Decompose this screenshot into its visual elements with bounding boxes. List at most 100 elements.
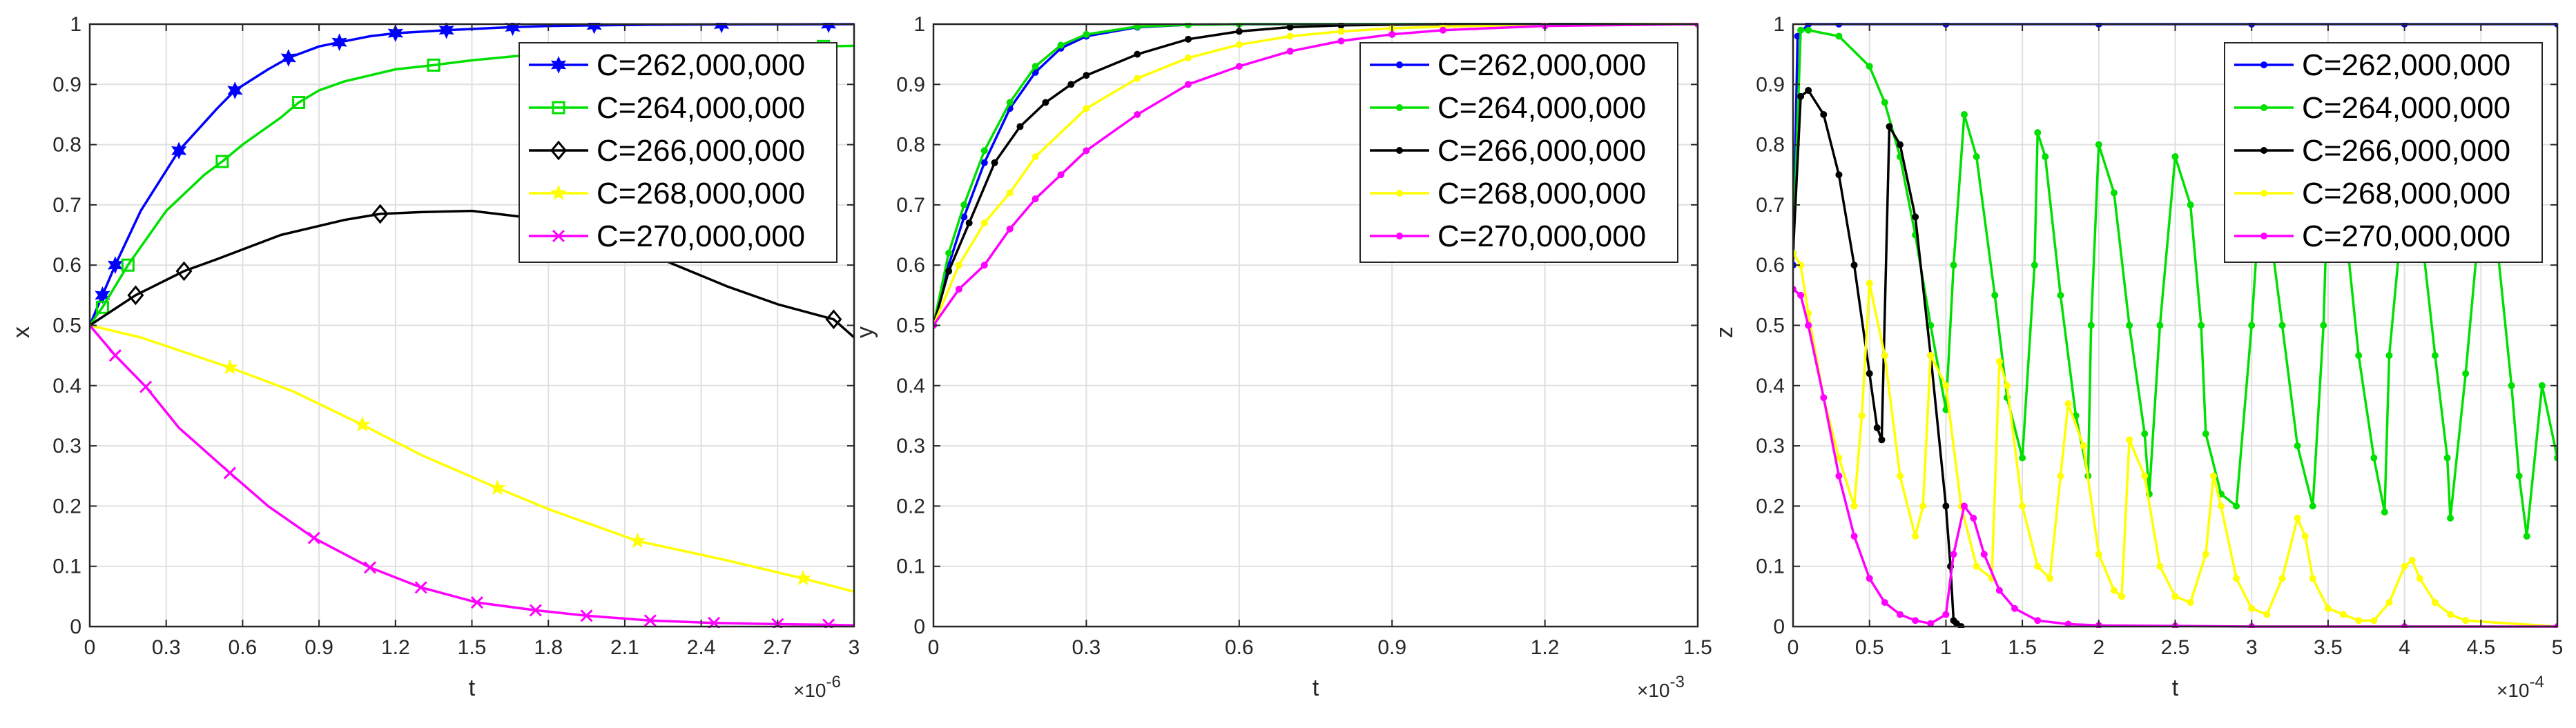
data-point: [2385, 352, 2393, 360]
data-point: [1912, 617, 1919, 624]
data-point: [2233, 502, 2240, 510]
series-5: [90, 324, 854, 628]
y-tick-label: 0.9: [1756, 73, 1785, 96]
legend-label: C=270,000,000: [1437, 219, 1646, 253]
data-point: [280, 49, 296, 67]
data-point: [1235, 63, 1243, 70]
data-point: [387, 24, 403, 42]
data-point: [2320, 322, 2327, 329]
data-point: [2355, 617, 2363, 624]
x-tick-label: 2.5: [2161, 636, 2190, 659]
data-point: [2385, 599, 2393, 607]
data-point: [2209, 472, 2217, 480]
data-point: [1083, 30, 1090, 38]
data-point: [1960, 502, 1968, 510]
data-point: [2340, 611, 2347, 618]
data-point: [1866, 575, 1873, 582]
data-point: [2301, 533, 2309, 540]
data-point: [1235, 41, 1243, 48]
data-point: [2443, 454, 2451, 462]
series-line: [90, 324, 854, 593]
data-point: [1805, 26, 1812, 34]
data-point: [2034, 617, 2042, 624]
data-point: [795, 569, 812, 586]
data-point: [1886, 123, 1893, 130]
data-point: [1067, 81, 1075, 88]
series-3: [90, 204, 854, 339]
legend-box: [519, 42, 837, 263]
data-point: [1016, 123, 1024, 130]
data-point: [95, 300, 109, 314]
x-tick-label: 3: [849, 636, 860, 659]
data-point: [2110, 587, 2118, 594]
y-tick-label: 1: [1773, 13, 1785, 36]
data-point: [643, 614, 657, 627]
legend-entry: C=268,000,000: [529, 177, 805, 210]
data-point: [1042, 99, 1049, 106]
data-point: [1337, 23, 1345, 29]
data-point: [139, 380, 153, 393]
data-point: [2126, 436, 2133, 444]
x-tick-label: 3.5: [2314, 636, 2343, 659]
y-tick-label: 0.4: [896, 375, 925, 397]
data-point: [1942, 502, 1950, 510]
data-point: [2416, 575, 2423, 582]
data-point: [1970, 514, 1977, 522]
data-point: [2187, 201, 2194, 208]
data-point: [2202, 551, 2209, 558]
data-point: [215, 155, 229, 168]
data-point: [1820, 110, 1828, 118]
data-point: [2156, 562, 2164, 570]
data-point: [2294, 442, 2301, 450]
y-tick-label: 0.3: [896, 435, 925, 458]
data-point: [1337, 37, 1345, 45]
y-tick-label: 0.3: [52, 435, 81, 458]
x-tick-label: 1.5: [2008, 636, 2037, 659]
data-point: [2324, 604, 2332, 612]
data-point: [1881, 99, 1888, 106]
data-point: [2294, 514, 2301, 522]
data-point: [1835, 32, 1843, 40]
x-tick-label: 2.1: [610, 636, 639, 659]
data-point: [2355, 352, 2363, 360]
legend-marker: [1396, 61, 1403, 68]
tick-labels: 0 0.5 1 1.5 2 2.5 3 3.5 4 4.5 5 0 0.1 0.2 0.3 0.4 0.5 0.6…: [1756, 13, 2563, 659]
data-point: [1850, 533, 1858, 540]
y-tick-label: 0.9: [52, 73, 81, 96]
legend-label: C=268,000,000: [1437, 177, 1646, 210]
legend-entry: C=262,000,000: [1370, 48, 1646, 82]
y-tick-label: 0.2: [52, 495, 81, 518]
data-point: [331, 33, 347, 52]
legend-box: [2224, 42, 2543, 263]
legend-entry: C=262,000,000: [529, 48, 805, 82]
data-point: [1950, 262, 1957, 269]
data-point: [1973, 562, 1980, 570]
legend-label: C=266,000,000: [2302, 134, 2510, 168]
data-point: [222, 359, 238, 375]
data-point: [1896, 472, 1904, 480]
legend-entry: C=264,000,000: [1370, 91, 1646, 125]
legend-label: C=266,000,000: [1437, 134, 1646, 168]
data-point: [1032, 63, 1039, 70]
data-point: [1835, 472, 1843, 480]
data-point: [1805, 87, 1812, 95]
data-point: [2309, 575, 2316, 582]
data-point: [2141, 472, 2149, 480]
y-tick-label: 0.6: [896, 254, 925, 277]
data-point: [1286, 32, 1294, 40]
y-tick-label: 1: [70, 13, 81, 36]
series-4: [933, 23, 1698, 329]
data-point: [1805, 322, 1812, 329]
y-tick-label: 0.7: [52, 194, 81, 217]
x-tick-label: 0.3: [1072, 636, 1101, 659]
data-point: [1337, 28, 1345, 35]
legend-marker: [2260, 190, 2267, 197]
legend-label: C=270,000,000: [597, 219, 805, 253]
data-point: [980, 159, 988, 166]
data-point: [822, 618, 835, 628]
data-point: [470, 596, 483, 609]
data-point: [1057, 171, 1065, 179]
data-point: [2095, 551, 2102, 558]
x-tick-label: 1: [1940, 636, 1952, 659]
series-group: [1793, 23, 2557, 628]
